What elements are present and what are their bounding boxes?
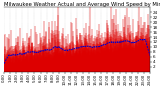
Text: Milwaukee Weather Actual and Average Wind Speed by Minute mph (Last 24 Hours): Milwaukee Weather Actual and Average Win… [4, 2, 160, 7]
